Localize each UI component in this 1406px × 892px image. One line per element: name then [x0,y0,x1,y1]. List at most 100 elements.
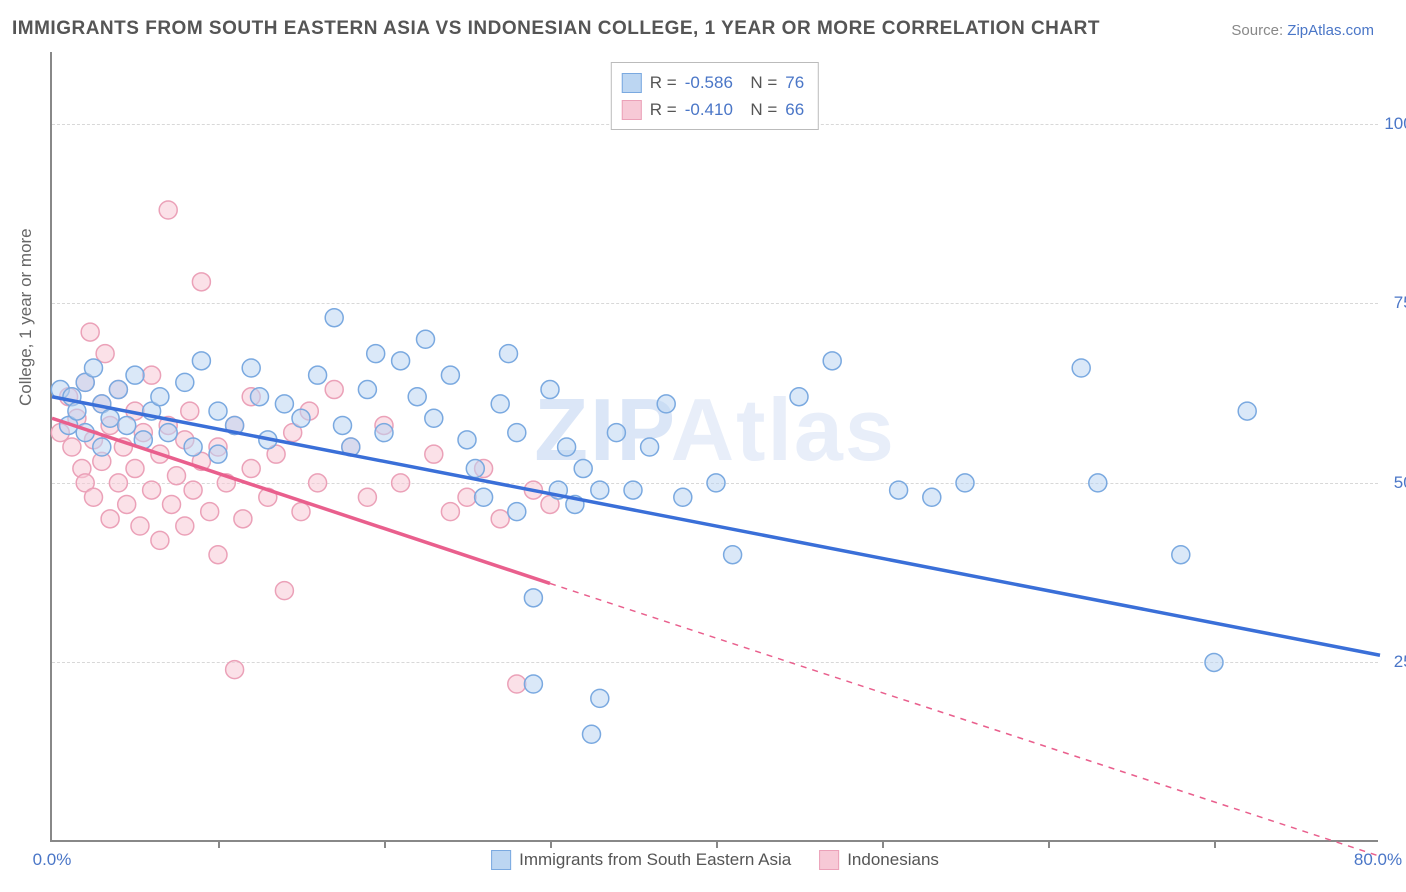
trend-line [52,397,1380,656]
scatter-point [923,488,941,506]
scatter-point [151,531,169,549]
series-swatch-1 [819,850,839,870]
trend-line [550,583,1380,856]
scatter-point [1238,402,1256,420]
scatter-point [242,359,260,377]
scatter-point [524,589,542,607]
scatter-point [242,460,260,478]
scatter-point [176,373,194,391]
scatter-point [491,510,509,528]
scatter-point [168,467,186,485]
chart-container: IMMIGRANTS FROM SOUTH EASTERN ASIA VS IN… [0,0,1406,892]
x-tick-mark [218,840,220,848]
scatter-point [159,424,177,442]
scatter-point [956,474,974,492]
y-tick-label: 50.0% [1394,473,1406,493]
scatter-point [425,409,443,427]
scatter-point [292,409,310,427]
x-tick-mark [1214,840,1216,848]
scatter-point [823,352,841,370]
source-attribution: Source: ZipAtlas.com [1231,22,1374,39]
scatter-point [85,359,103,377]
scatter-point [417,330,435,348]
series-swatch-0 [491,850,511,870]
chart-title: IMMIGRANTS FROM SOUTH EASTERN ASIA VS IN… [12,18,1100,40]
x-tick-mark [1048,840,1050,848]
scatter-point [574,460,592,478]
scatter-point [425,445,443,463]
scatter-point [458,488,476,506]
scatter-point [1089,474,1107,492]
scatter-point [118,495,136,513]
series-legend: Immigrants from South Eastern Asia Indon… [491,850,939,870]
scatter-point [441,503,459,521]
scatter-point [292,503,310,521]
scatter-point [126,460,144,478]
scatter-point [707,474,725,492]
scatter-point [109,474,127,492]
scatter-point [624,481,642,499]
scatter-point [159,201,177,219]
series-name-0: Immigrants from South Eastern Asia [519,850,791,870]
y-tick-label: 100.0% [1384,114,1406,134]
scatter-point [392,352,410,370]
scatter-point [458,431,476,449]
scatter-point [1172,546,1190,564]
scatter-point [591,689,609,707]
series-name-1: Indonesians [847,850,939,870]
scatter-point [143,366,161,384]
scatter-point [475,488,493,506]
scatter-point [591,481,609,499]
scatter-point [491,395,509,413]
x-tick-mark [716,840,718,848]
scatter-point [1072,359,1090,377]
scatter-point [541,381,559,399]
y-tick-label: 25.0% [1394,652,1406,672]
scatter-point [163,495,181,513]
scatter-point [408,388,426,406]
scatter-point [201,503,219,521]
scatter-point [334,416,352,434]
x-tick-mark [550,840,552,848]
scatter-point [790,388,808,406]
scatter-point [392,474,410,492]
scatter-point [508,503,526,521]
scatter-point [325,381,343,399]
scatter-point [309,366,327,384]
scatter-point [93,438,111,456]
scatter-point [724,546,742,564]
scatter-point [641,438,659,456]
scatter-point [508,675,526,693]
scatter-point [118,416,136,434]
scatter-point [441,366,459,384]
scatter-point [275,582,293,600]
scatter-point [209,445,227,463]
scatter-point [68,402,86,420]
scatter-point [192,273,210,291]
scatter-point [192,352,210,370]
scatter-point [184,438,202,456]
scatter-point [63,438,81,456]
scatter-point [358,381,376,399]
scatter-point [607,424,625,442]
source-link[interactable]: ZipAtlas.com [1287,22,1374,39]
plot-area: ZIPAtlas 25.0%50.0%75.0%100.0% R = -0.58… [50,52,1378,842]
scatter-point [309,474,327,492]
scatter-point [890,481,908,499]
x-tick-mark [384,840,386,848]
scatter-point [81,323,99,341]
x-max-label: 80.0% [1354,850,1402,870]
series-legend-item-0: Immigrants from South Eastern Asia [491,850,791,870]
scatter-point [657,395,675,413]
scatter-point [466,460,484,478]
scatter-point [234,510,252,528]
scatter-point [85,488,103,506]
scatter-point [126,366,144,384]
scatter-point [109,381,127,399]
y-tick-label: 75.0% [1394,293,1406,313]
source-prefix: Source: [1231,22,1287,39]
scatter-point [209,546,227,564]
scatter-point [209,402,227,420]
scatter-point [1205,653,1223,671]
scatter-point [524,675,542,693]
